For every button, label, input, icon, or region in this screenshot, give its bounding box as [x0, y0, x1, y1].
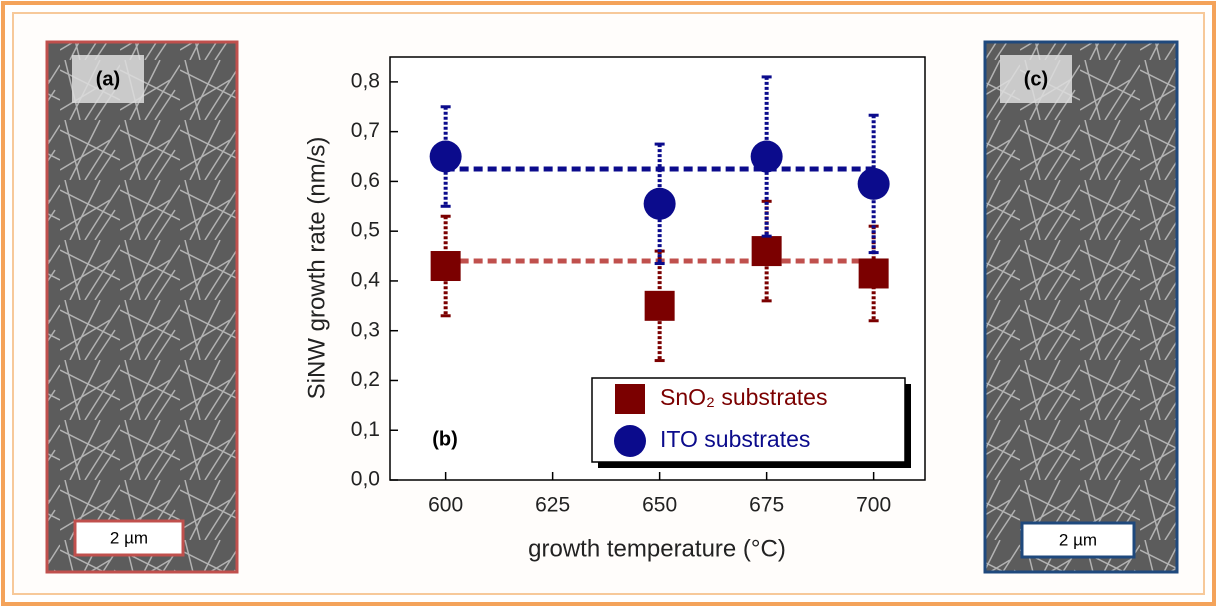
scale-bar: 2 µm: [1059, 530, 1097, 549]
marker: [429, 140, 462, 173]
error-bar: [440, 214, 451, 318]
marker: [430, 251, 461, 282]
y-tick-label: 0,5: [351, 219, 380, 242]
panel-label: (a): [96, 68, 120, 90]
x-tick-label: 600: [428, 494, 463, 517]
legend-label: SnO₂ substrates: [660, 384, 827, 410]
panel-label: (b): [432, 428, 458, 450]
y-tick-label: 0,2: [351, 368, 380, 391]
marker: [643, 187, 676, 220]
marker: [858, 258, 889, 289]
marker: [751, 236, 782, 267]
sem-image-a: [45, 40, 239, 574]
y-tick-label: 0,7: [351, 119, 380, 142]
label-box: [1000, 55, 1072, 103]
panel-label: (c): [1024, 68, 1048, 90]
x-axis-label: growth temperature (°C): [528, 535, 786, 562]
legend-marker: [615, 384, 645, 414]
y-tick-label: 0,8: [351, 69, 380, 92]
error-bar: [868, 113, 879, 255]
y-tick-label: 0,3: [351, 318, 380, 341]
y-tick-label: 0,4: [351, 268, 381, 291]
sem-image-c: [983, 40, 1179, 574]
legend-label: ITO substrates: [660, 426, 810, 452]
marker: [750, 140, 783, 173]
y-tick-label: 0,1: [351, 418, 380, 441]
y-tick-label: 0,0: [351, 468, 380, 491]
error-bar: [440, 105, 451, 208]
error-bar: [761, 75, 772, 238]
label-box: [72, 55, 144, 103]
marker: [644, 290, 675, 321]
x-tick-label: 675: [749, 494, 784, 517]
scale-bar: 2 µm: [110, 528, 148, 547]
scale-bar-box: [1020, 521, 1136, 559]
y-tick-label: 0,6: [351, 169, 380, 192]
legend-marker: [614, 425, 646, 457]
error-bar: [654, 142, 665, 266]
y-axis-label: SiNW growth rate (nm/s): [303, 137, 330, 400]
marker: [857, 167, 890, 200]
x-tick-label: 625: [535, 494, 570, 517]
scale-bar-box: [73, 519, 185, 557]
x-tick-label: 700: [856, 494, 891, 517]
x-tick-label: 650: [642, 494, 677, 517]
